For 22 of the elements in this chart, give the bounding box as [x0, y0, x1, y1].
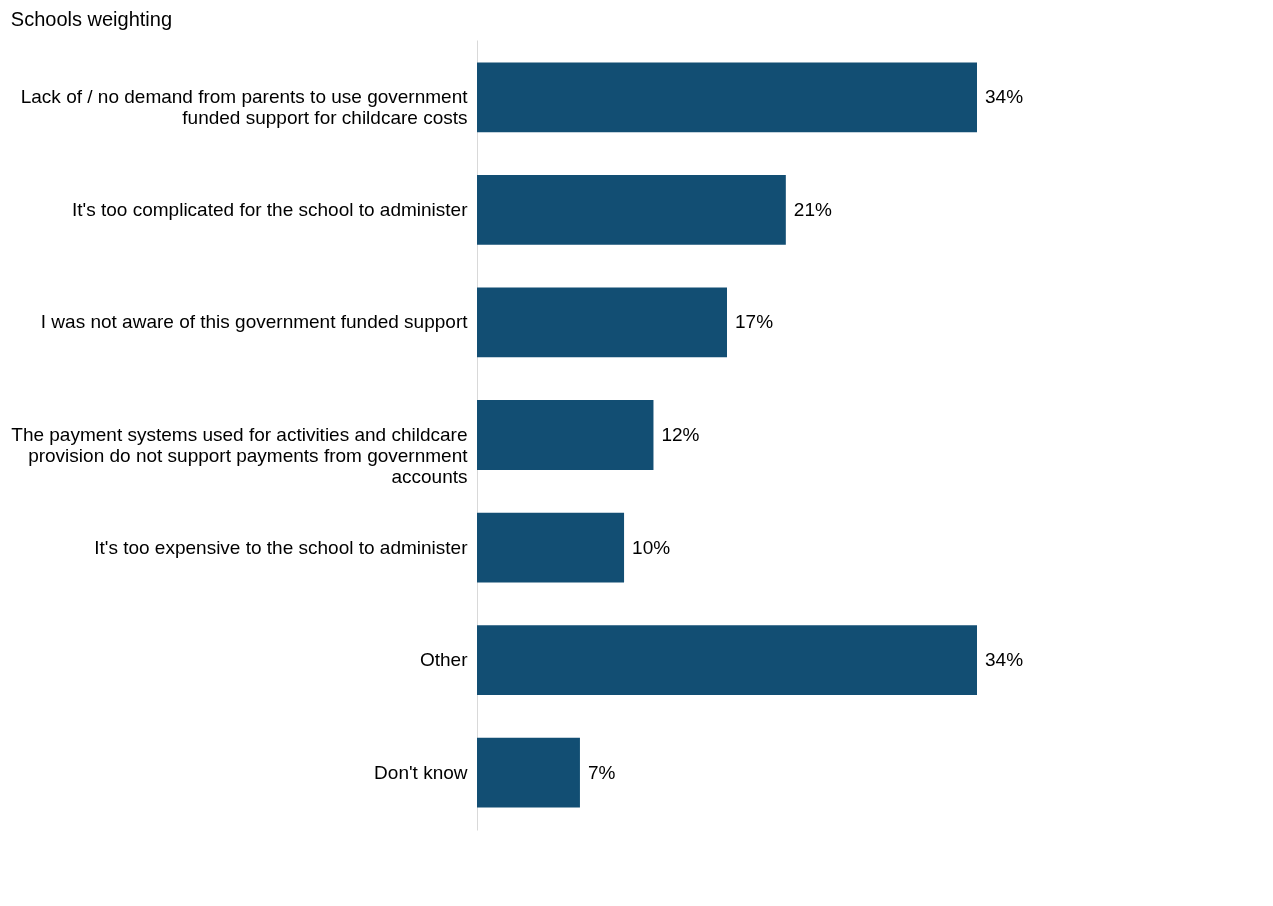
bar [477, 737, 580, 808]
y-tick-label: Other [419, 649, 469, 671]
bar [477, 62, 977, 133]
y-tick-label: Lack of / no demand from parents to use government funded support for childcare costs [20, 86, 469, 129]
y-tick-label: It's too expensive to the school to administer [94, 536, 469, 558]
data-label: 12% [661, 424, 700, 445]
data-label: 34% [985, 649, 1024, 671]
bar [477, 625, 977, 695]
data-label: 10% [632, 536, 671, 558]
y-tick-label: It's too complicated for the school to administer [72, 198, 469, 220]
y-tick-label: The payment systems used for activities and childcare provision do not support payments from government accounts [11, 424, 469, 487]
text: Schools weighting [10, 8, 173, 30]
data-label: 34% [985, 86, 1024, 108]
y-tick-label: Don't know [374, 761, 468, 783]
bar [477, 287, 727, 358]
data-label: 17% [735, 311, 774, 333]
data-label: 7% [587, 761, 616, 783]
y-tick-label: I was not aware of this government funded support [40, 311, 469, 333]
bar [477, 512, 625, 583]
bar [477, 175, 786, 245]
data-label: 21% [793, 198, 832, 220]
bar [477, 400, 654, 470]
